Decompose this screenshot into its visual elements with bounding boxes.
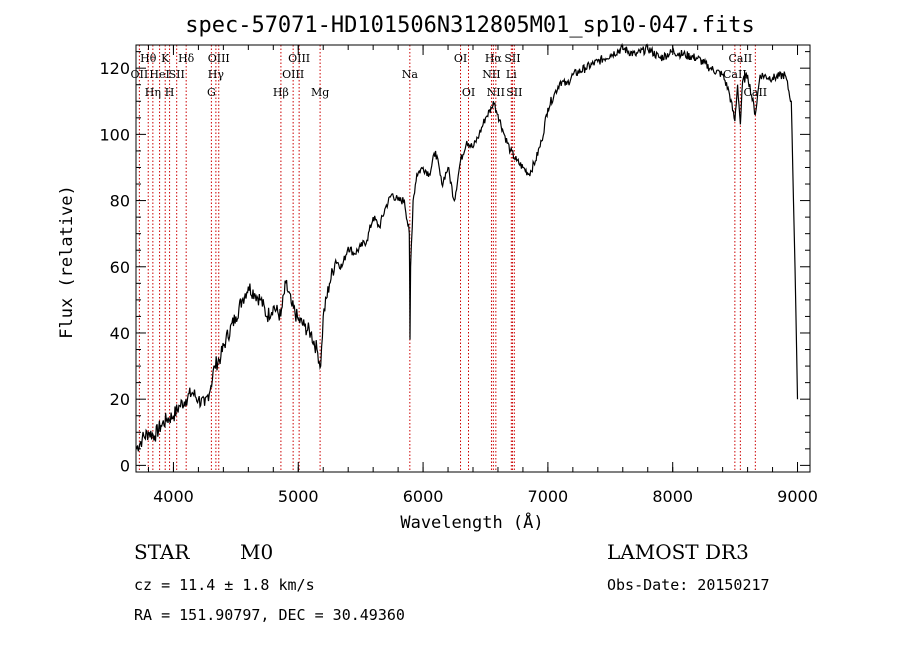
x-tick-label: 6000 [403, 487, 444, 506]
spectral-line-label: HeI [149, 68, 169, 81]
spectral-line-label: CaII [729, 52, 753, 65]
x-tick-label: 9000 [777, 487, 818, 506]
spectral-line-label: SII [506, 86, 522, 99]
spectral-line-label: OI [462, 86, 475, 99]
spectral-line-label: K [161, 52, 170, 65]
spectral-line-label: OIII [208, 52, 230, 65]
spectral-line-label: SII [504, 52, 520, 65]
x-tick-label: 4000 [153, 487, 194, 506]
spectral-line-label: OIII [282, 68, 304, 81]
x-axis-label: Wavelength (Å) [400, 511, 543, 533]
spectral-line-labels: OII Hθ Hη HeI K H SII Hδ G Hγ OIII Hβ OIII OIII Mg Na OI… [131, 52, 768, 99]
x-tick-label: 7000 [528, 487, 569, 506]
spectral-line-label: Hη [145, 86, 161, 99]
y-tick-label: 20 [110, 390, 130, 409]
spectrum-series [135, 42, 799, 452]
spectral-line-label: Li [506, 68, 517, 81]
y-tick-label: 40 [110, 324, 130, 343]
spectral-line-label: NII [482, 68, 500, 81]
object-class: STAR [134, 540, 190, 564]
obs-date-text: Obs-Date: 20150217 [607, 576, 770, 594]
spectral-line-label: H [165, 86, 175, 99]
y-tick-label: 100 [99, 125, 130, 144]
coords-text: RA = 151.90797, DEC = 30.49360 [134, 606, 405, 624]
spectral-line-label: NII [487, 86, 505, 99]
spectrum-line [135, 42, 799, 452]
spectral-line-label: G [207, 86, 216, 99]
spectral-line-label: Hγ [208, 68, 225, 81]
x-tick-label: 8000 [652, 487, 693, 506]
spectral-line-label: Hα [485, 52, 503, 65]
spectral-line-label: Hθ [140, 52, 157, 65]
y-axis-label: Flux (relative) [57, 185, 77, 339]
plot-frame [135, 44, 811, 473]
spectral-line-label: OII [131, 68, 149, 81]
spectral-line-markers [138, 45, 756, 472]
spectral-line-label: OIII [288, 52, 310, 65]
y-tick-label: 60 [110, 258, 130, 277]
spectral-line-label: OI [454, 52, 467, 65]
y-tick-label: 80 [110, 192, 130, 211]
axes: 4000 5000 6000 7000 8000 9000 0 20 40 60 80 100 120 [99, 44, 818, 506]
spectral-line-label: Hδ [178, 52, 195, 65]
survey-name: LAMOST DR3 [607, 540, 749, 564]
chart-title: spec-57071-HD101506N312805M01_sp10-047.f… [185, 13, 755, 38]
redshift-text: cz = 11.4 ± 1.8 km/s [134, 576, 315, 594]
spectral-line-label: CaII [743, 86, 767, 99]
spectral-line-label: CaII [723, 68, 747, 81]
x-tick-label: 5000 [278, 487, 319, 506]
spectral-line-label: Hβ [273, 86, 289, 99]
spectral-line-label: SII [169, 68, 185, 81]
spectral-line-label: Mg [311, 86, 329, 99]
y-tick-label: 0 [120, 456, 130, 475]
y-tick-label: 120 [99, 59, 130, 78]
spectral-line-label: Na [402, 68, 419, 81]
object-subclass: M0 [240, 540, 273, 564]
